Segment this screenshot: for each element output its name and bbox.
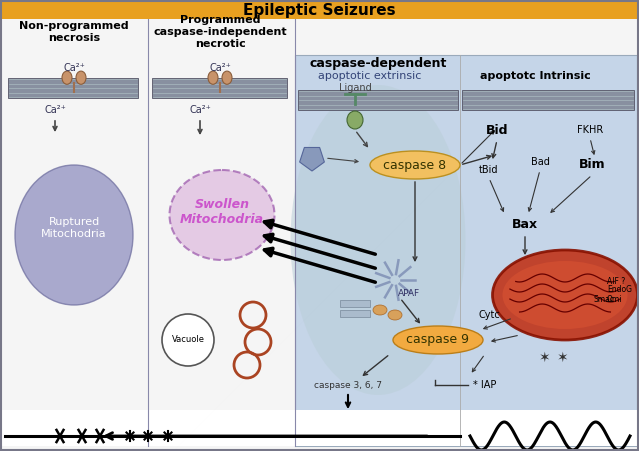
Text: Omi: Omi — [607, 295, 622, 304]
FancyBboxPatch shape — [340, 310, 370, 317]
Text: AIF ?: AIF ? — [607, 277, 625, 286]
Text: apoptotc Intrinsic: apoptotc Intrinsic — [480, 71, 590, 81]
Ellipse shape — [347, 111, 363, 129]
FancyBboxPatch shape — [0, 0, 639, 19]
Text: apoptotic extrinsic: apoptotic extrinsic — [318, 71, 422, 81]
FancyBboxPatch shape — [462, 90, 634, 110]
Text: Epileptic Seizures: Epileptic Seizures — [243, 3, 396, 18]
Ellipse shape — [291, 85, 465, 395]
Text: Bid: Bid — [486, 124, 508, 137]
FancyBboxPatch shape — [295, 55, 637, 446]
Text: Smac: Smac — [593, 295, 614, 304]
Ellipse shape — [62, 71, 72, 84]
Text: Ligand: Ligand — [339, 83, 371, 93]
Text: tBid: tBid — [479, 165, 499, 175]
Text: Programmed
caspase-independent
necrotic: Programmed caspase-independent necrotic — [153, 15, 287, 49]
Ellipse shape — [493, 250, 638, 340]
Ellipse shape — [502, 261, 627, 329]
Text: caspase-dependent: caspase-dependent — [309, 57, 447, 70]
Text: caspase 8: caspase 8 — [383, 158, 447, 171]
Ellipse shape — [373, 305, 387, 315]
Circle shape — [162, 314, 214, 366]
Text: EndoG: EndoG — [607, 285, 632, 295]
Text: Ca²⁺: Ca²⁺ — [63, 63, 85, 73]
FancyBboxPatch shape — [298, 90, 458, 110]
FancyBboxPatch shape — [340, 300, 370, 307]
Text: caspase 9: caspase 9 — [406, 333, 470, 346]
Text: APAF: APAF — [398, 290, 420, 299]
Text: * IAP: * IAP — [473, 380, 497, 390]
Text: Bax: Bax — [512, 217, 538, 230]
Ellipse shape — [76, 71, 86, 84]
FancyBboxPatch shape — [8, 78, 138, 98]
Text: Non-programmed
necrosis: Non-programmed necrosis — [19, 21, 129, 43]
Text: Ca²⁺: Ca²⁺ — [44, 105, 66, 115]
Text: Vacuole: Vacuole — [171, 336, 204, 345]
Text: ✶: ✶ — [557, 351, 569, 365]
Text: Ruptured
Mitochodria: Ruptured Mitochodria — [41, 217, 107, 239]
Text: Cytc: Cytc — [478, 310, 500, 320]
Text: Swollen
Mitochodria: Swollen Mitochodria — [180, 198, 264, 226]
Ellipse shape — [208, 71, 218, 84]
Text: Ca²⁺: Ca²⁺ — [209, 63, 231, 73]
Ellipse shape — [15, 165, 133, 305]
FancyBboxPatch shape — [152, 78, 287, 98]
Text: ✶: ✶ — [539, 351, 551, 365]
FancyBboxPatch shape — [2, 410, 637, 446]
Ellipse shape — [370, 151, 460, 179]
Text: Bad: Bad — [530, 157, 550, 167]
Ellipse shape — [169, 170, 275, 260]
Ellipse shape — [388, 310, 402, 320]
Text: FKHR: FKHR — [577, 125, 603, 135]
Ellipse shape — [222, 71, 232, 84]
Text: caspase 3, 6, 7: caspase 3, 6, 7 — [314, 381, 382, 390]
Text: Bim: Bim — [579, 158, 605, 171]
Ellipse shape — [393, 326, 483, 354]
Text: Ca²⁺: Ca²⁺ — [189, 105, 211, 115]
